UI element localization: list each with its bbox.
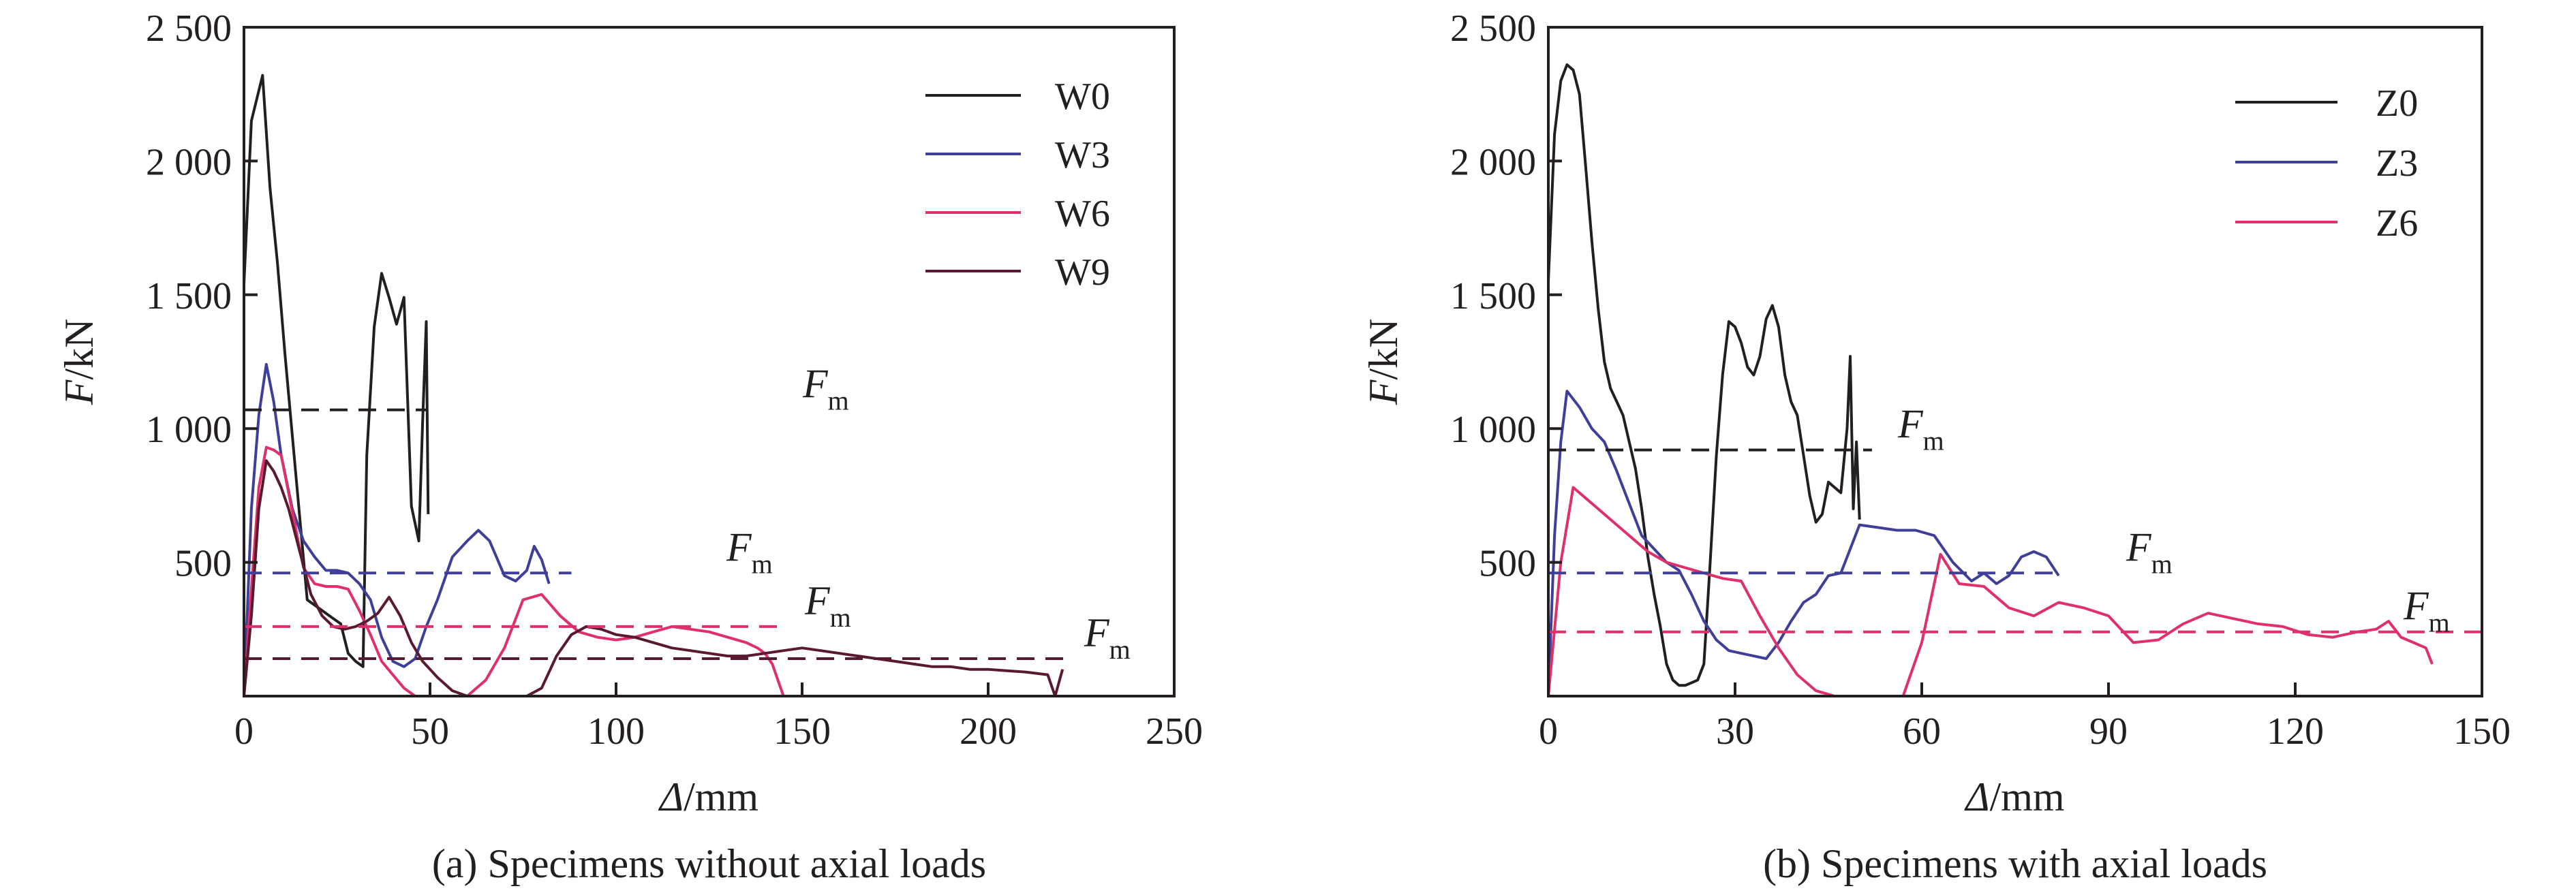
legend: W0 W3 W6 W9 [925,76,1110,294]
panel-b: Fm Fm Fm 0 30 60 90 120 150 500 1 000 1 500 2 000 2 5… [1361,7,2511,886]
x-tick-label: 100 [587,710,645,753]
y-tick-label: 2 000 [146,141,232,183]
fm-label: Fm [804,578,851,633]
legend-label-w9: W9 [1055,251,1110,294]
y-tick-label: 1 500 [1450,275,1536,317]
fm-label: Fm [2126,524,2173,579]
plot-frame [1547,26,2483,697]
legend-label-z3: Z3 [2376,142,2418,185]
fm-label: Fm [2403,584,2450,638]
legend-label-z6: Z6 [2376,202,2418,245]
series-line-w0 [244,74,430,668]
x-tick-label: 0 [234,710,254,753]
x-tick-label: 200 [960,710,1017,753]
fm-label: Fm [802,362,849,416]
x-tick-label: 50 [411,710,449,753]
plot-frame [243,26,1176,697]
series-line-w3 [244,362,551,696]
legend-label-z0: Z0 [2376,82,2418,125]
series-line-z6 [1548,486,2434,696]
x-tick-label: 150 [773,710,831,753]
y-tick-label: 1 000 [1450,409,1536,451]
series-group [244,74,1064,696]
fm-label: Fm [726,524,773,579]
y-tick-label: 500 [174,543,232,585]
series-line-w6 [244,445,785,696]
x-tick-label: 150 [2453,710,2511,753]
series-line-z3 [1548,390,2060,696]
y-tick-label: 500 [1479,543,1536,585]
y-tick-label: 2 500 [146,7,232,50]
panel-caption: (a) Specimens without axial loads [432,841,986,886]
legend-label-w3: W3 [1055,134,1110,176]
x-axis-label: Δ/mm [658,774,758,819]
x-tick-label: 60 [1903,710,1941,753]
panel-a: Fm Fm Fm Fm 0 50 100 150 200 250 500 1 000 1 500 2 00… [57,7,1203,886]
y-axis-label: F/kN [57,319,102,406]
series-line-z0 [1548,63,1861,687]
legend-label-w0: W0 [1055,76,1110,118]
legend: Z0 Z3 Z6 [2235,82,2418,245]
y-tick-label: 1 000 [146,409,232,451]
legend-label-w6: W6 [1055,193,1110,235]
x-tick-label: 250 [1146,710,1203,753]
series-line-w9 [244,459,1064,696]
x-tick-label: 90 [2089,710,2128,753]
y-axis-label: F/kN [1361,319,1406,406]
x-axis-label: Δ/mm [1964,774,2064,819]
fm-label: Fm [1897,402,1944,456]
x-tick-label: 0 [1539,710,1558,753]
x-tick-label: 30 [1716,710,1754,753]
fm-label: Fm [1084,610,1131,665]
panel-caption: (b) Specimens with axial loads [1763,841,2267,886]
y-tick-label: 2 000 [1450,141,1536,183]
y-tick-label: 2 500 [1450,7,1536,50]
x-tick-label: 120 [2267,710,2324,753]
series-group [1548,63,2434,696]
y-tick-label: 1 500 [146,275,232,317]
